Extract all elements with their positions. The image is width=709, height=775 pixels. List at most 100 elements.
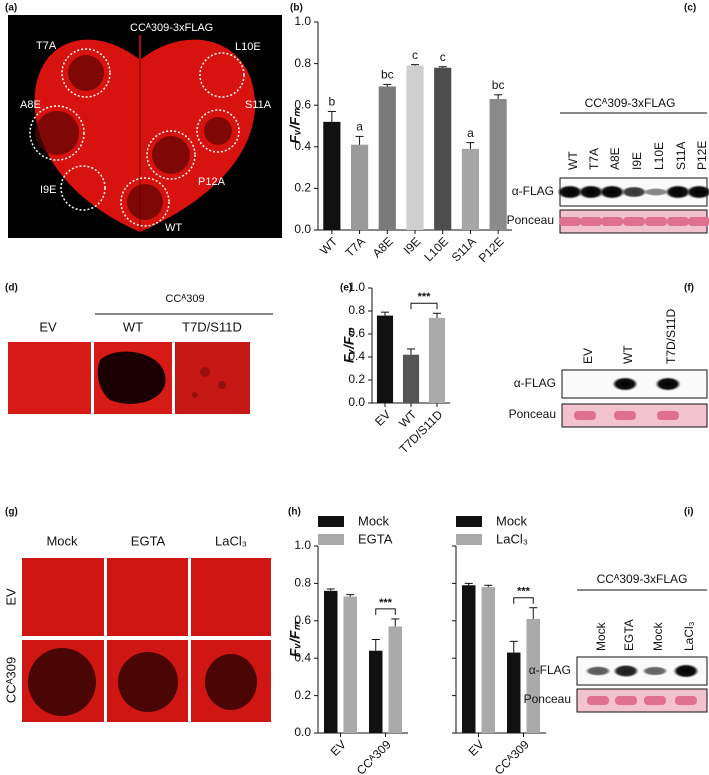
row-label: α-FLAG <box>512 184 554 198</box>
spot-label: P12A <box>198 176 226 188</box>
panel-label: (f) <box>684 283 694 294</box>
blot-band <box>686 185 709 199</box>
ponceau-band <box>559 217 581 226</box>
y-tick-label: 0.0 <box>348 395 365 409</box>
lane-label: EV <box>581 348 595 364</box>
bar <box>378 86 396 230</box>
lane-label: T7A <box>587 148 601 170</box>
bar <box>376 315 394 403</box>
ponceau-band <box>587 696 609 705</box>
y-axis-label: Fᵥ/Fₘ <box>341 327 357 364</box>
ponceau-band <box>580 217 602 226</box>
row-label: Ponceau <box>507 213 554 227</box>
y-tick-label: 1.0 <box>294 538 311 552</box>
y-tick-label: 0.8 <box>348 303 365 317</box>
lane-label: A8E <box>608 147 622 170</box>
blot-band <box>612 377 638 391</box>
significance-stars: *** <box>418 291 432 303</box>
leaf-image: CCᴬ309-3xFLAG T7A L10E A8E S11A I9E P12A… <box>8 15 282 238</box>
blot-band <box>585 666 611 676</box>
legend-label: LaCl₃ <box>496 531 528 546</box>
panel-label: (a) <box>5 3 17 14</box>
blot-band <box>578 185 604 199</box>
bar <box>350 144 369 230</box>
bar <box>434 67 452 230</box>
y-tick-label: 1.0 <box>348 280 365 294</box>
spot-label: L10E <box>235 41 261 53</box>
blot-band <box>599 185 625 199</box>
x-tick-label: EV <box>328 737 349 758</box>
column-label: EV <box>39 319 57 334</box>
significance-bracket <box>410 302 438 310</box>
ponceau-band <box>645 217 667 226</box>
y-tick-label: 0.8 <box>294 56 311 70</box>
blot-band <box>643 188 669 196</box>
y-tick-label: 0.0 <box>294 725 311 739</box>
blot-band <box>557 185 583 199</box>
significance-letter: b <box>329 95 336 109</box>
significance-stars: *** <box>517 586 531 598</box>
bar <box>526 618 540 733</box>
row-label: α-FLAG <box>514 376 556 390</box>
panel-label: (c) <box>684 3 696 14</box>
ponceau-band <box>601 217 623 226</box>
significance-bracket <box>513 597 534 604</box>
x-tick-label: CCᴬ309 <box>354 737 394 775</box>
ponceau-band <box>657 411 679 420</box>
significance-stars: *** <box>379 597 393 609</box>
column-label: WT <box>123 319 143 334</box>
row-label: CCᴬ309 <box>3 657 18 703</box>
lane-label: I9E <box>630 152 644 170</box>
panel-label: (d) <box>5 283 18 294</box>
panel-label: (h) <box>288 507 301 518</box>
significance-letter: c <box>440 50 446 64</box>
bar <box>406 65 424 231</box>
ponceau-band <box>667 217 689 226</box>
bar <box>323 121 341 230</box>
x-tick-label: L10E <box>421 234 451 264</box>
x-tick-label: EV <box>372 407 393 428</box>
lane-label: T7D/S11D <box>664 309 678 364</box>
group-label: CCᴬ309 <box>165 293 204 305</box>
y-tick-label: 0.6 <box>294 97 311 111</box>
spot-label: A8E <box>20 99 41 111</box>
y-axis-label: Fᵥ/Fₘ <box>287 621 303 658</box>
x-tick-label: I9E <box>401 234 424 257</box>
column-label: EGTA <box>131 533 166 548</box>
significance-bracket <box>375 608 396 615</box>
blot-ponceau <box>576 688 708 713</box>
bar <box>489 98 507 231</box>
blot-band <box>665 185 691 199</box>
bar <box>462 585 476 733</box>
bar <box>461 148 480 230</box>
ponceau-band <box>614 411 636 420</box>
significance-letter: a <box>467 126 474 140</box>
y-tick-label: 0.4 <box>348 349 365 363</box>
bar <box>481 587 495 733</box>
panel-label: (b) <box>290 3 303 14</box>
column-label: LaCl₃ <box>215 533 247 548</box>
leaf-images <box>22 558 271 722</box>
y-tick-label: 0.2 <box>348 372 365 386</box>
lane-label: EGTA <box>622 619 636 651</box>
y-tick-label: 0.6 <box>294 613 311 627</box>
lane-label: Mock <box>594 621 608 651</box>
legend-swatch <box>318 516 344 527</box>
bar <box>369 650 383 733</box>
ponceau-band <box>615 696 637 705</box>
panel-label: (e) <box>340 283 352 294</box>
bar <box>428 317 446 403</box>
row-label: EV <box>3 588 18 606</box>
x-tick-label: EV <box>466 737 487 758</box>
blot-band <box>673 664 699 678</box>
x-tick-label: A8E <box>370 234 396 260</box>
row-label: α-FLAG <box>529 663 571 677</box>
spot-label: I9E <box>40 184 57 196</box>
image-title: CCᴬ309-3xFLAG <box>130 22 213 34</box>
bar <box>343 596 357 733</box>
y-tick-label: 0.2 <box>294 181 311 195</box>
panel-label: (i) <box>684 507 693 518</box>
y-tick-label: 0.6 <box>348 326 365 340</box>
column-label: Mock <box>46 533 78 548</box>
lane-label: L10E <box>652 142 666 170</box>
